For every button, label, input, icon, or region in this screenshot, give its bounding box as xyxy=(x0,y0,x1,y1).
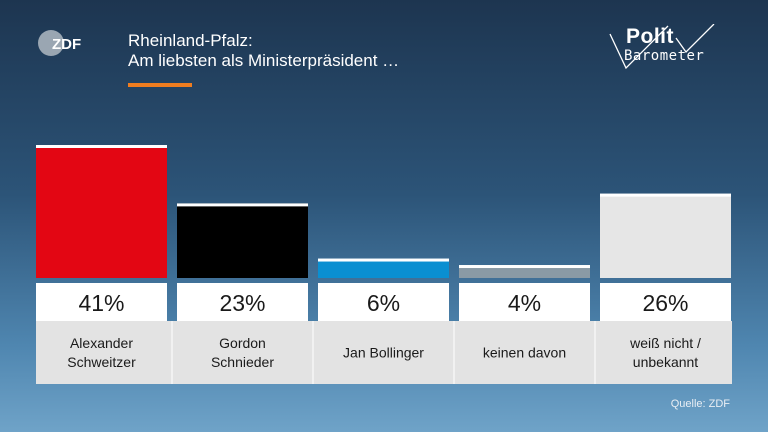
bar xyxy=(600,193,731,278)
category-label-line: Schnieder xyxy=(211,354,274,370)
category-label-line: weiß nicht / xyxy=(629,335,701,351)
category-label-line: Alexander xyxy=(70,335,133,351)
category-label-band xyxy=(36,321,732,384)
bar-top-rule xyxy=(318,258,449,262)
title-accent-rule xyxy=(128,83,192,87)
category-label-line: keinen davon xyxy=(483,345,566,361)
chart-title: Rheinland-Pfalz: Am liebsten als Ministe… xyxy=(128,31,399,71)
bar-group: 6% Jan Bollinger xyxy=(312,258,449,384)
bar-top-rule xyxy=(36,145,167,148)
politbarometer-logo: Polit Barometer xyxy=(606,24,724,76)
bar xyxy=(36,145,167,278)
value-box xyxy=(318,283,449,321)
zdf-logo-text: ZDF xyxy=(52,36,81,53)
category-label-line: Gordon xyxy=(219,335,266,351)
bar-top-rule xyxy=(600,193,731,197)
category-label: Jan Bollinger xyxy=(343,345,424,361)
category-label-line: Jan Bollinger xyxy=(343,345,424,361)
bar-top-rule xyxy=(177,203,308,207)
data-label: 6% xyxy=(367,290,400,316)
zdf-logo: ZDF xyxy=(38,30,81,56)
bar-group: 26% weiß nicht / unbekannt xyxy=(594,193,731,384)
value-box xyxy=(177,283,308,321)
bar-group: 23% Gordon Schnieder xyxy=(171,203,308,384)
data-label: 26% xyxy=(642,290,688,316)
title-line-1: Rheinland-Pfalz: xyxy=(128,31,253,50)
data-label: 4% xyxy=(508,290,541,316)
bar xyxy=(459,265,590,278)
barometer-wordmark: Barometer xyxy=(624,48,705,64)
value-box xyxy=(600,283,731,321)
title-line-2: Am liebsten als Ministerpräsident … xyxy=(128,51,400,70)
category-label: Gordon Schnieder xyxy=(211,335,274,370)
data-label: 41% xyxy=(78,290,124,316)
bar-group: 4% keinen davon xyxy=(453,265,590,384)
bar-top-rule xyxy=(459,265,590,269)
bar-group: 41% Alexander Schweitzer xyxy=(36,145,167,370)
value-box xyxy=(36,283,167,321)
data-label: 23% xyxy=(219,290,265,316)
category-label: keinen davon xyxy=(483,345,566,361)
polit-wordmark: Polit xyxy=(626,25,674,48)
bar xyxy=(318,258,449,278)
source-note: Quelle: ZDF xyxy=(670,398,730,410)
bar xyxy=(177,203,308,278)
category-label-line: unbekannt xyxy=(633,354,699,370)
category-label: Alexander Schweitzer xyxy=(67,335,136,370)
category-label-line: Schweitzer xyxy=(67,354,136,370)
category-label: weiß nicht / unbekannt xyxy=(629,335,701,370)
checkmark-icon xyxy=(609,24,715,70)
value-box xyxy=(459,283,590,321)
